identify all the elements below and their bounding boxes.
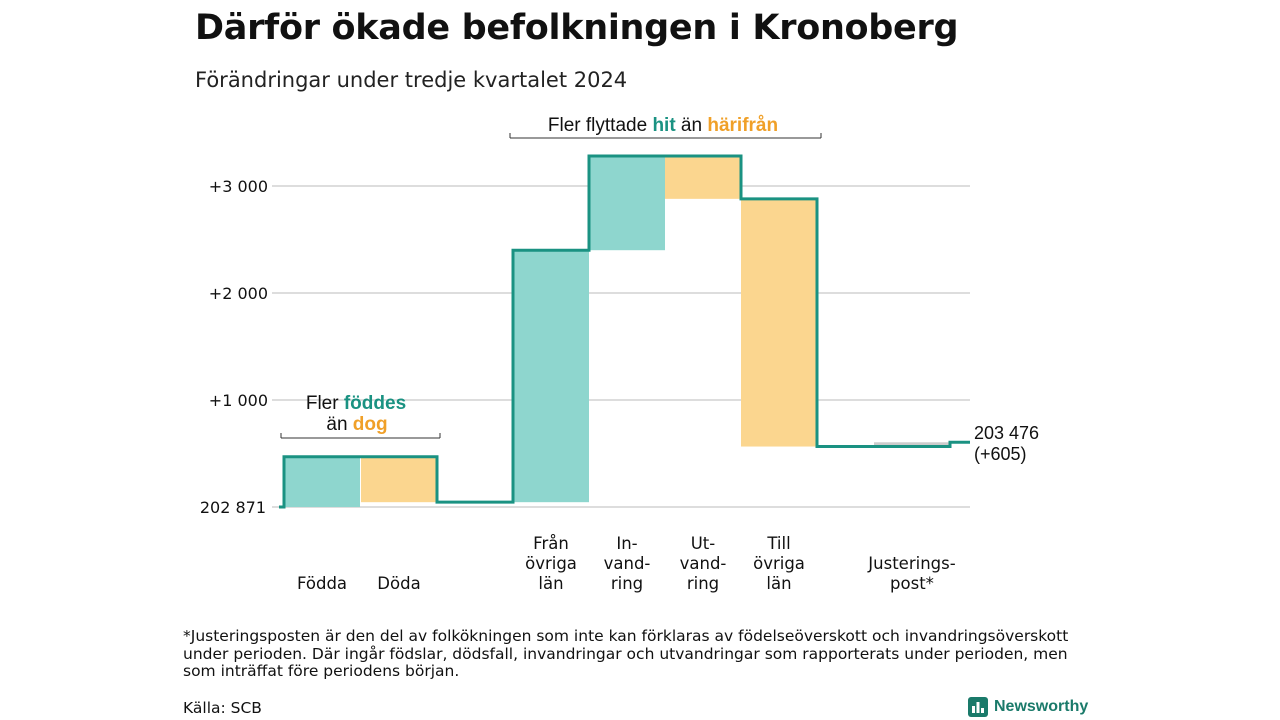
- births-bracket: [280, 433, 441, 439]
- brand-logo: Newsworthy: [968, 697, 1088, 717]
- brand-name: Newsworthy: [994, 698, 1089, 715]
- category-label-4-2: ring: [687, 574, 719, 593]
- category-label-3-0: In-: [616, 534, 637, 553]
- category-label-2-2: län: [538, 574, 563, 593]
- end-value-label-0: 203 476: [974, 423, 1039, 443]
- category-label-2-1: övriga: [525, 554, 577, 573]
- births-annotation-line2: än dog: [326, 414, 387, 435]
- bar-chart-logo-icon: [968, 697, 988, 717]
- bar-4: [665, 156, 741, 199]
- y-tick-label-1: +2 000: [209, 284, 268, 303]
- cumulative-line: [279, 154, 970, 509]
- bar-1: [361, 456, 437, 503]
- chart-title: Därför ökade befolkningen i Kronoberg: [195, 8, 959, 48]
- bar-2: [513, 250, 589, 503]
- bar-5: [741, 198, 817, 447]
- category-label-4-0: Ut-: [691, 534, 716, 553]
- bar-6: [874, 442, 950, 447]
- bar-3: [589, 156, 665, 251]
- category-label-1-0: Döda: [377, 574, 420, 593]
- category-label-3-2: ring: [611, 574, 643, 593]
- source-label: Källa: SCB: [183, 699, 262, 717]
- bar-0: [284, 456, 360, 507]
- category-label-5-2: län: [766, 574, 791, 593]
- category-label-0-0: Födda: [297, 574, 347, 593]
- migration-annotation: Fler flyttade hit än härifrån: [548, 115, 778, 136]
- category-label-4-1: vand-: [680, 554, 727, 573]
- end-value-label-1: (+605): [974, 444, 1027, 464]
- category-label-5-1: övriga: [753, 554, 805, 573]
- chart-subtitle: Förändringar under tredje kvartalet 2024: [195, 68, 628, 92]
- category-label-2-0: Från: [533, 534, 569, 553]
- y-tick-label-2: +1 000: [209, 391, 268, 410]
- category-label-5-0: Till: [766, 534, 790, 553]
- category-label-6-1: post*: [890, 574, 934, 593]
- category-label-3-1: vand-: [604, 554, 651, 573]
- category-label-6-0: Justerings-: [867, 554, 955, 573]
- migration-bracket: [509, 133, 822, 139]
- footnote: *Justeringsposten är den del av folkökni…: [183, 627, 1069, 680]
- baseline-tick-label: 202 871: [200, 498, 266, 517]
- births-annotation-line1: Fler föddes: [306, 393, 406, 414]
- y-tick-label-0: +3 000: [209, 177, 268, 196]
